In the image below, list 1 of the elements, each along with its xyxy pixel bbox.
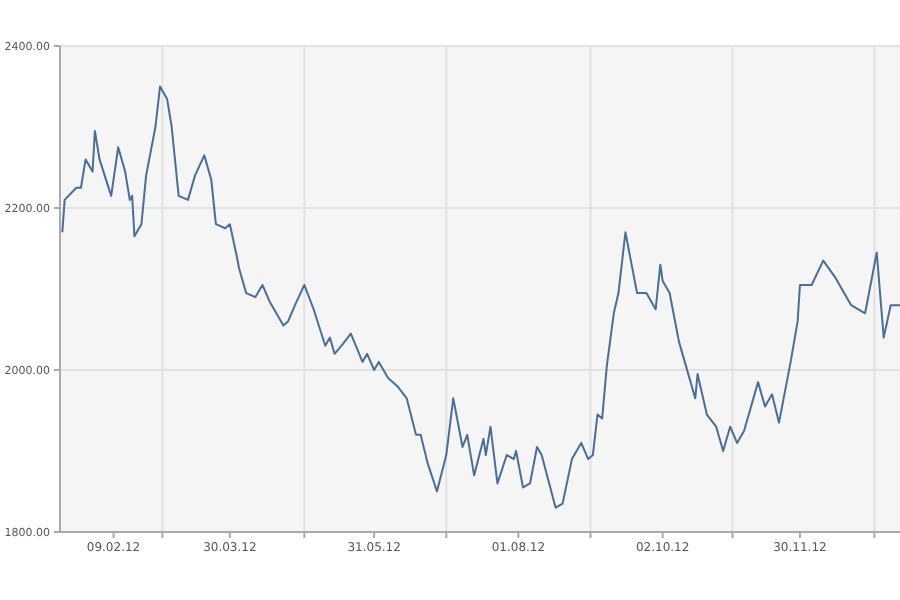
line-series <box>61 85 900 509</box>
